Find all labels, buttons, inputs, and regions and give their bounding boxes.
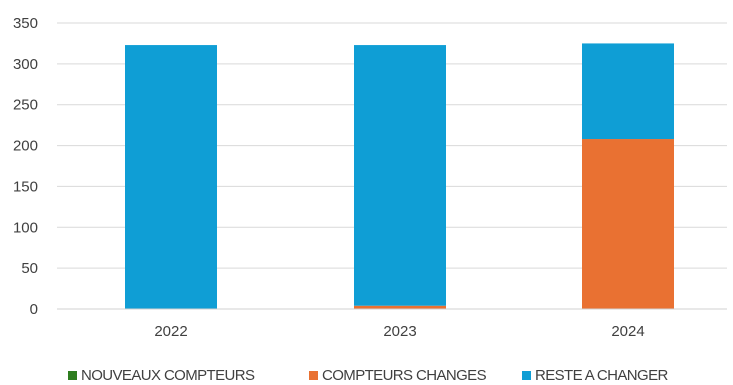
y-tick-label: 100 <box>13 219 38 236</box>
legend-label: NOUVEAUX COMPTEURS <box>81 367 255 384</box>
y-tick-label: 350 <box>13 15 38 32</box>
bar-reste-a-changer-2024 <box>582 43 674 140</box>
legend-swatch <box>522 371 531 380</box>
y-tick-label: 50 <box>21 260 38 277</box>
bars <box>125 43 674 309</box>
y-axis-tick-labels: 0 50 100 150 200 250 300 350 <box>13 15 38 318</box>
y-tick-label: 300 <box>13 56 38 73</box>
legend-swatch <box>68 371 77 380</box>
bar-reste-a-changer-2023 <box>354 45 446 306</box>
y-tick-label: 200 <box>13 138 38 155</box>
bar-compteurs-changes-2023 <box>354 305 446 309</box>
y-tick-label: 250 <box>13 97 38 114</box>
y-tick-label: 150 <box>13 178 38 195</box>
y-tick-label: 0 <box>30 301 38 318</box>
x-tick-label: 2022 <box>154 323 187 340</box>
legend-label: COMPTEURS CHANGES <box>322 367 487 384</box>
x-axis-tick-labels: 2022 2023 2024 <box>154 323 644 340</box>
bar-reste-a-changer-2022 <box>125 45 217 309</box>
x-tick-label: 2023 <box>383 323 416 340</box>
x-tick-label: 2024 <box>611 323 644 340</box>
legend-swatch <box>309 371 318 380</box>
legend: NOUVEAUX COMPTEURS COMPTEURS CHANGES RESTE… <box>68 367 669 384</box>
legend-label: RESTE A CHANGER <box>535 367 668 384</box>
bar-compteurs-changes-2024 <box>582 139 674 309</box>
